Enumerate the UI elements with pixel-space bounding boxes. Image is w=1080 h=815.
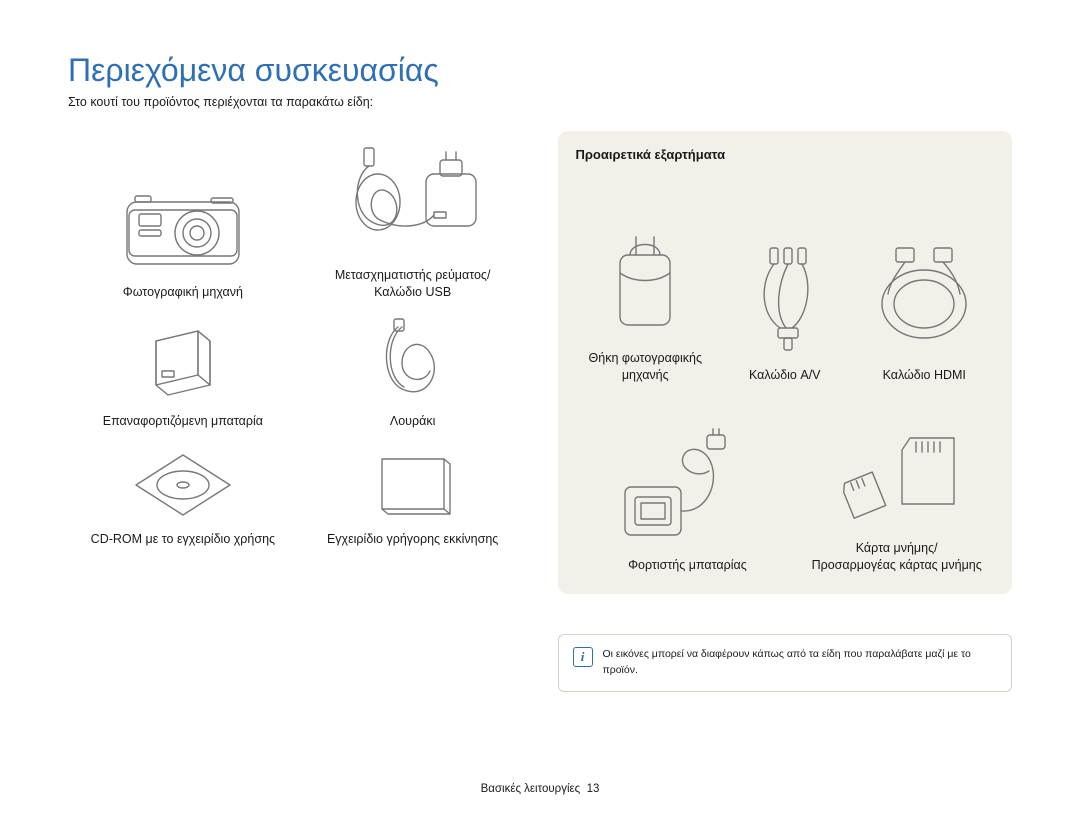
item-label: Κάρτα μνήμης/ Προσαρμογέας κάρτας μνήμης (812, 540, 982, 574)
page-subtitle: Στο κουτί του προϊόντος περιέχονται τα π… (68, 95, 1012, 109)
optional-panel-title: Προαιρετικά εξαρτήματα (576, 147, 995, 162)
item-av-cable: Καλώδιο A/V (715, 242, 855, 384)
optional-panel: Προαιρετικά εξαρτήματα Θήκη φωτογραφικής… (558, 131, 1013, 594)
included-row-2: Επαναφορτιζόμενη μπαταρία Λουράκι (68, 285, 528, 430)
item-label: Μετασχηματιστής ρεύματος/ Καλώδιο USB (335, 267, 491, 301)
hdmi-cable-icon (864, 242, 984, 357)
item-battery: Επαναφορτιζόμενη μπαταρία (68, 323, 298, 430)
item-label: CD-ROM με το εγχειρίδιο χρήσης (91, 531, 275, 548)
battery-icon (138, 323, 228, 403)
strap-icon (368, 313, 458, 403)
item-label: Φωτογραφική μηχανή (123, 284, 243, 301)
item-cdrom: CD-ROM με το εγχειρίδιο χρήσης (68, 449, 298, 548)
item-strap: Λουράκι (298, 313, 528, 430)
footer-section: Βασικές λειτουργίες (481, 783, 581, 795)
item-label: Θήκη φωτογραφικής μηχανής (576, 350, 716, 384)
booklet-icon (368, 451, 458, 521)
item-case: Θήκη φωτογραφικής μηχανής (576, 225, 716, 384)
av-cable-icon (730, 242, 840, 357)
adapter-usb-icon (328, 142, 498, 257)
note-text: Οι εικόνες μπορεί να διαφέρουν κάπως από… (603, 647, 998, 679)
charger-icon (607, 427, 767, 547)
footer-page-number: 13 (587, 783, 600, 795)
included-row-1: Φωτογραφική μηχανή Μ (68, 131, 528, 301)
included-row-3: CD-ROM με το εγχειρίδιο χρήσης Εγχειρίδι… (68, 418, 528, 548)
right-column: Προαιρετικά εξαρτήματα Θήκη φωτογραφικής… (558, 131, 1013, 692)
included-items: Φωτογραφική μηχανή Μ (68, 131, 528, 692)
item-adapter-usb: Μετασχηματιστής ρεύματος/ Καλώδιο USB (298, 142, 528, 301)
item-charger: Φορτιστής μπαταρίας (576, 427, 800, 574)
page-title: Περιεχόμενα συσκευασίας (68, 52, 1012, 89)
camera-icon (113, 184, 253, 274)
page: Περιεχόμενα συσκευασίας Στο κουτί του πρ… (0, 0, 1080, 815)
item-label: Λουράκι (390, 413, 436, 430)
note-box: i Οι εικόνες μπορεί να διαφέρουν κάπως α… (558, 634, 1013, 692)
columns: Φωτογραφική μηχανή Μ (68, 131, 1012, 692)
page-footer: Βασικές λειτουργίες 13 (0, 783, 1080, 795)
info-icon: i (573, 647, 593, 667)
item-camera: Φωτογραφική μηχανή (68, 184, 298, 301)
optional-row-2: Φορτιστής μπαταρίας (576, 384, 995, 574)
memory-card-icon (822, 420, 972, 530)
case-icon (600, 225, 690, 340)
item-label: Εγχειρίδιο γρήγορης εκκίνησης (327, 531, 498, 548)
optional-row-1: Θήκη φωτογραφικής μηχανής (576, 174, 995, 384)
cdrom-icon (128, 449, 238, 521)
item-label: Επαναφορτιζόμενη μπαταρία (103, 413, 263, 430)
item-label: Καλώδιο HDMI (883, 367, 966, 384)
item-hdmi: Καλώδιο HDMI (855, 242, 995, 384)
item-memcard: Κάρτα μνήμης/ Προσαρμογέας κάρτας μνήμης (799, 420, 994, 574)
item-label: Καλώδιο A/V (749, 367, 821, 384)
item-label: Φορτιστής μπαταρίας (628, 557, 747, 574)
item-booklet: Εγχειρίδιο γρήγορης εκκίνησης (298, 451, 528, 548)
